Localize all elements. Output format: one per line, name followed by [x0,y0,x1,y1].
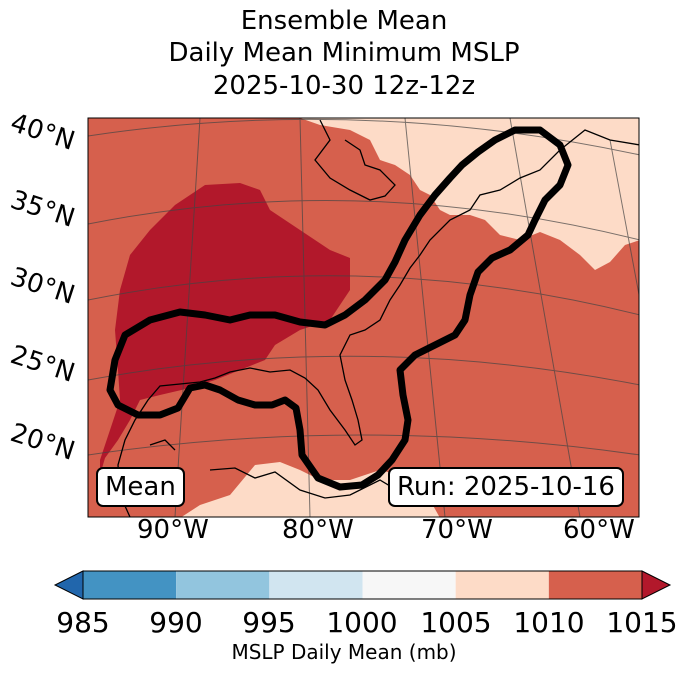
colorbar-tick-990: 990 [149,606,203,639]
colorbar-tick-1000: 1000 [326,606,398,639]
title-line-1: Ensemble Mean [240,6,448,36]
lon-label-70: 70°W [421,515,493,545]
colorbar-bin-2 [269,571,363,599]
colorbar-bin-1 [176,571,270,599]
colorbar-bin-4 [455,571,549,599]
colorbar-under-arrow [53,570,84,600]
graticule [88,118,639,517]
colorbar-tick-985: 985 [56,606,110,639]
run-box-label: Run: 2025-10-16 [388,467,624,507]
colorbar-frame [82,570,643,600]
colorbar-over-arrow [641,570,672,600]
colorbar-label: MSLP Daily Mean (mb) [231,640,457,664]
colorbar-tick-1010: 1010 [513,606,585,639]
title-line-3: 2025-10-30 12z-12z [212,71,476,101]
map-frame [87,117,640,518]
colorbar-tick-1005: 1005 [420,606,492,639]
colorbar-tick-995: 995 [242,606,296,639]
lon-label-80: 80°W [282,515,354,545]
mslp-contour [106,126,572,491]
lon-label-60: 60°W [563,515,635,545]
title-line-2: Daily Mean Minimum MSLP [168,38,520,68]
colorbar-bin-5 [548,571,642,599]
lon-label-90: 90°W [137,515,209,545]
colorbar-tick-1015: 1015 [606,606,678,639]
dark-red-region [100,183,350,475]
colorbar-bin-0 [83,571,177,599]
colorbar-bin-3 [362,571,456,599]
mean-box-label: Mean [96,467,185,507]
